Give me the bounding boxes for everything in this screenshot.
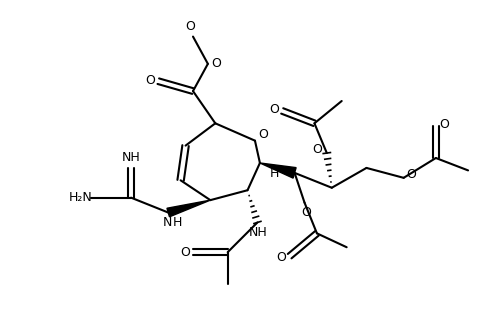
Text: O: O <box>180 246 190 259</box>
Text: NH: NH <box>249 226 268 239</box>
Text: O: O <box>185 20 195 33</box>
Text: O: O <box>258 128 268 141</box>
Text: O: O <box>145 74 155 87</box>
Text: O: O <box>269 103 278 116</box>
Text: H: H <box>270 167 280 180</box>
Polygon shape <box>167 200 210 217</box>
Text: O: O <box>276 251 286 264</box>
Text: N: N <box>162 217 172 229</box>
Text: O: O <box>301 206 311 219</box>
Text: NH: NH <box>122 151 141 164</box>
Text: H₂N: H₂N <box>68 191 92 204</box>
Text: H: H <box>172 217 182 229</box>
Text: O: O <box>439 118 448 131</box>
Text: O: O <box>312 142 322 156</box>
Text: O: O <box>212 57 221 70</box>
Text: O: O <box>406 168 416 181</box>
Polygon shape <box>260 163 296 178</box>
